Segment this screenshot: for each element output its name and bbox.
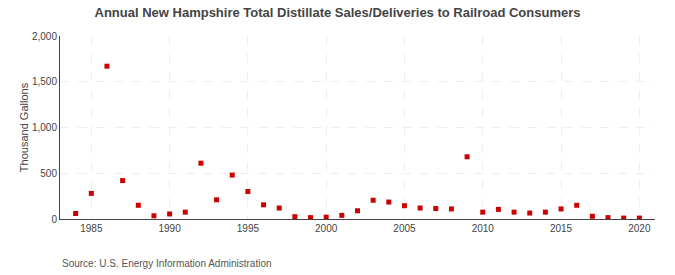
svg-text:500: 500 (40, 168, 57, 179)
svg-text:1985: 1985 (80, 223, 103, 234)
svg-text:1995: 1995 (237, 223, 260, 234)
svg-text:2005: 2005 (393, 223, 416, 234)
svg-text:2000: 2000 (315, 223, 338, 234)
svg-text:Annual New Hampshire Total Dis: Annual New Hampshire Total Distillate Sa… (95, 5, 581, 20)
svg-text:2,000: 2,000 (32, 31, 57, 42)
svg-text:2020: 2020 (628, 223, 651, 234)
svg-text:Source: U.S. Energy Informatio: Source: U.S. Energy Information Administ… (62, 258, 272, 269)
svg-text:0: 0 (51, 214, 57, 225)
svg-text:2015: 2015 (550, 223, 573, 234)
svg-text:1,000: 1,000 (32, 122, 57, 133)
svg-text:1,500: 1,500 (32, 76, 57, 87)
svg-text:1990: 1990 (158, 223, 181, 234)
svg-text:Thousand Gallons: Thousand Gallons (18, 82, 30, 172)
svg-text:2010: 2010 (472, 223, 495, 234)
